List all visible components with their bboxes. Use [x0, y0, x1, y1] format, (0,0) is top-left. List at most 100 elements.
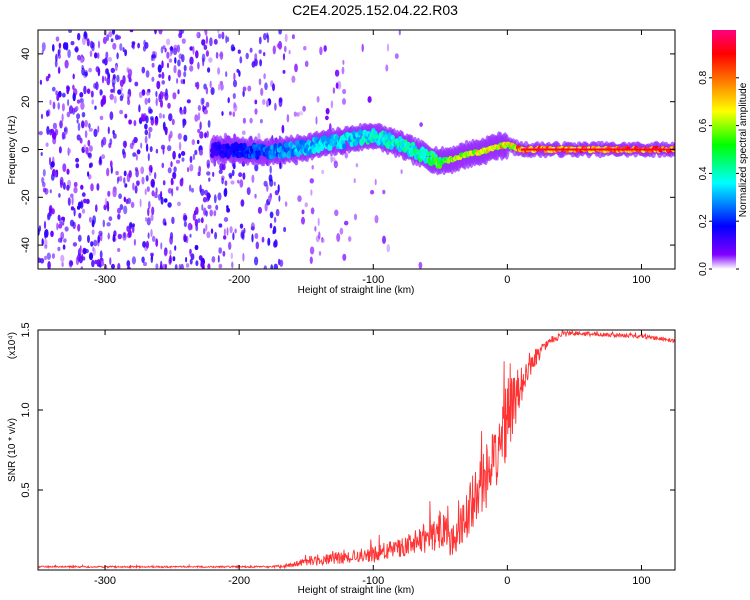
noise-speck	[258, 49, 262, 54]
noise-speck	[61, 92, 66, 98]
y-tick-label: 0.5	[20, 482, 32, 497]
noise-speck	[189, 233, 192, 238]
noise-speck	[197, 128, 201, 134]
ridge-cell	[217, 144, 222, 150]
noise-speck	[342, 88, 347, 95]
noise-speck	[132, 182, 135, 191]
noise-speck	[46, 252, 51, 260]
noise-speck	[134, 81, 139, 87]
noise-speck	[144, 188, 147, 196]
noise-speck	[189, 65, 194, 72]
noise-speck	[255, 241, 259, 250]
noise-speck	[192, 45, 195, 55]
noise-speck	[319, 46, 323, 56]
noise-speck	[186, 99, 191, 104]
noise-speck	[112, 233, 116, 243]
noise-speck	[41, 42, 46, 52]
noise-speck	[66, 111, 71, 118]
noise-speck	[119, 204, 124, 211]
noise-speck	[229, 111, 232, 116]
noise-speck	[231, 261, 234, 269]
noise-speck	[228, 241, 232, 250]
noise-speck	[141, 256, 145, 263]
noise-speck	[59, 176, 64, 186]
noise-speck	[100, 139, 104, 148]
noise-speck	[342, 98, 346, 105]
noise-speck	[199, 149, 203, 156]
noise-speck	[104, 57, 108, 66]
noise-speck	[127, 96, 130, 101]
y-tick-label: -40	[20, 237, 32, 253]
noise-speck	[251, 174, 255, 183]
noise-speck	[67, 86, 71, 92]
ridge-cell	[225, 143, 230, 149]
noise-speck	[215, 51, 219, 59]
noise-speck	[68, 148, 72, 154]
noise-speck	[168, 113, 173, 122]
noise-speck	[355, 163, 359, 168]
noise-speck	[251, 61, 256, 68]
noise-speck	[161, 60, 164, 69]
noise-speck	[272, 225, 277, 234]
noise-speck	[90, 183, 94, 192]
noise-speck	[201, 204, 204, 211]
noise-speck	[367, 96, 372, 103]
noise-speck	[124, 113, 128, 119]
noise-speck	[316, 96, 320, 103]
noise-speck	[146, 186, 150, 193]
noise-speck	[213, 194, 217, 204]
noise-speck	[202, 263, 205, 269]
noise-speck	[178, 263, 182, 269]
ridge-cell	[338, 143, 344, 150]
noise-speck	[263, 265, 267, 269]
noise-speck	[251, 233, 254, 243]
noise-speck	[49, 99, 52, 106]
noise-speck	[81, 120, 85, 129]
noise-speck	[294, 63, 298, 73]
noise-speck	[148, 108, 153, 114]
noise-speck	[109, 138, 113, 146]
noise-speck	[41, 238, 44, 246]
noise-speck	[269, 178, 274, 187]
noise-speck	[132, 152, 137, 157]
noise-speck	[151, 181, 155, 189]
noise-speck	[124, 49, 127, 57]
noise-speck	[143, 261, 147, 267]
noise-speck	[171, 216, 175, 225]
noise-speck	[75, 163, 80, 169]
noise-speck	[162, 147, 165, 155]
noise-speck	[230, 252, 233, 260]
snr-scale-note: (x10⁴)	[7, 332, 18, 359]
noise-speck	[91, 229, 95, 235]
noise-speck	[234, 228, 237, 234]
noise-speck	[173, 166, 177, 173]
noise-speck	[58, 47, 61, 55]
noise-speck	[224, 187, 228, 196]
noise-speck	[123, 177, 126, 184]
noise-speck	[198, 255, 203, 261]
noise-speck	[206, 130, 209, 138]
noise-speck	[145, 175, 149, 182]
noise-speck	[254, 99, 258, 105]
noise-speck	[177, 69, 182, 78]
noise-speck	[167, 102, 171, 109]
noise-speck	[145, 143, 149, 152]
noise-speck	[170, 161, 173, 168]
colorbar-tick-label: 0.4	[698, 166, 709, 180]
noise-speck	[98, 230, 103, 236]
noise-speck	[49, 163, 54, 170]
noise-speck	[62, 182, 66, 190]
noise-speck	[70, 41, 75, 46]
noise-speck	[167, 145, 172, 152]
noise-speck	[154, 30, 157, 35]
noise-speck	[283, 226, 287, 233]
noise-speck	[58, 146, 62, 154]
noise-speck	[263, 33, 267, 41]
noise-speck	[254, 53, 258, 61]
noise-speck	[131, 223, 135, 228]
noise-speck	[304, 60, 309, 67]
noise-speck	[195, 260, 199, 267]
noise-speck	[139, 198, 142, 208]
noise-speck	[382, 235, 386, 244]
ridge-cell	[358, 129, 363, 135]
